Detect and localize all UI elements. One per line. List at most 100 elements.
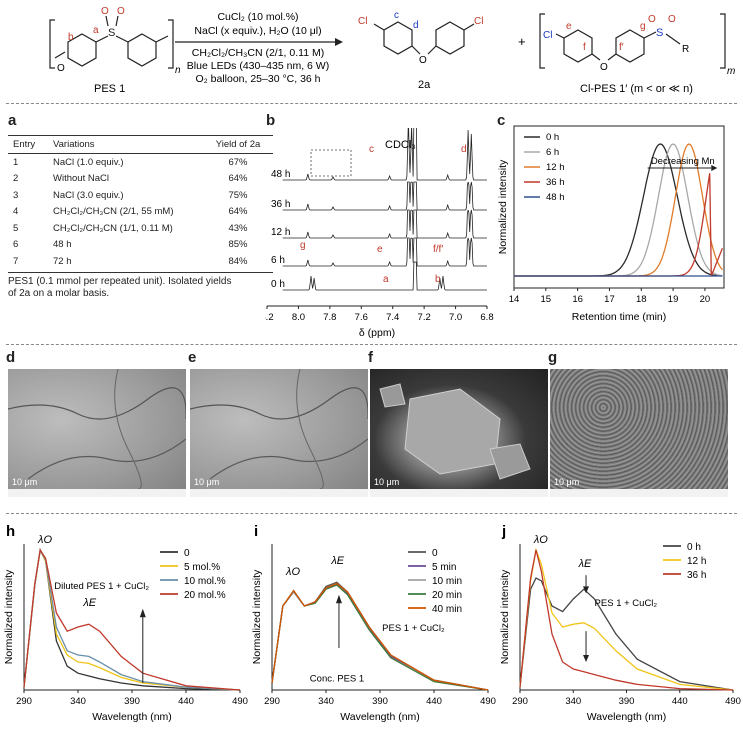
gpc-tick-label: 18 (636, 294, 647, 305)
spectrum-ylabel: Normalized intensity (3, 569, 15, 664)
spectrum-series-line (519, 577, 734, 691)
gpc-legend-label: 12 h (546, 162, 565, 173)
peak-label-e: λE (82, 597, 96, 609)
peak-label-e: λE (330, 555, 344, 567)
gpc-xlabel: Retention time (min) (572, 311, 667, 323)
cell-variation: NaCl (1.0 equiv.) (53, 156, 124, 168)
cell-entry: 4 (13, 206, 19, 218)
atom-d: d (413, 20, 419, 31)
table-row: 1 NaCl (1.0 equiv.) 67% (8, 154, 273, 171)
scheme-svg: O S O O a b n PES 1 CuCl₂ (10 mol.%) NaC… (49, 6, 735, 95)
product-structure (373, 21, 475, 55)
nmr-tick-label: 7.6 (355, 312, 368, 323)
clpes-oxygen: O (600, 62, 608, 73)
product-label: 2a (418, 79, 431, 91)
nmr-tick-label: 7.2 (418, 312, 431, 323)
sem-image: 10 μm (8, 369, 186, 497)
spectrum-legend-label: 0 (184, 548, 190, 559)
header-entry: Entry (13, 139, 36, 150)
nmr-tick-label: 7.0 (449, 312, 462, 323)
nmr-peak-label: d (461, 144, 467, 155)
footnote-line-2: of 2a on a molar basis. (8, 287, 110, 299)
table-header: Entry Variations Yield of 2a (8, 135, 273, 154)
spectrum-h: h 0 5 mol.% 10 mol.% 20 mol.% 290 340 390 440 490… (3, 523, 248, 723)
spectrum-tick-label: 490 (232, 696, 248, 707)
spectrum-j: j 0 h 12 h 36 h 290 340 390 440 490 Wavelength (n… (499, 523, 741, 723)
pes-oxygen: O (57, 63, 65, 74)
sem-image: 10 μm (370, 369, 548, 497)
pes-sulfone-o2: O (117, 6, 125, 17)
gpc-series-line (514, 173, 724, 277)
cell-entry: 6 (13, 239, 19, 251)
spectrum-tick-label: 490 (480, 696, 496, 707)
spectrum-panel-label: j (501, 523, 506, 540)
sem-info-bar (550, 489, 728, 497)
nmr-tick-label: 6.8 (480, 312, 493, 323)
spectrum-tick-label: 390 (372, 696, 388, 707)
spectrum-legend-label: 36 h (687, 570, 706, 581)
atom-f: f (583, 42, 586, 53)
atom-b: b (68, 32, 74, 43)
pes-sulfur: S (108, 27, 115, 39)
nmr-tick-label: 7.4 (386, 312, 399, 323)
spectrum-tick-label: 340 (70, 696, 86, 707)
spectrum-tick-label: 440 (426, 696, 442, 707)
spectrum-series-line (519, 549, 734, 691)
atom-e: e (566, 21, 572, 32)
nmr-tick-label: 8.2 (265, 312, 274, 323)
spectrum-tick-label: 340 (565, 696, 581, 707)
nmr-trace (282, 181, 487, 211)
table-row: 4 CH₂Cl₂/CH₃CN (2/1, 55 mM) 64% (8, 204, 273, 221)
clpes-label: Cl-PES 1′ (m < or ≪ n) (580, 83, 693, 95)
spectrum-panel-label: h (6, 523, 15, 540)
nmr-trace (282, 261, 487, 291)
nmr-trace-label: 0 h (271, 279, 285, 290)
table-footnote: PES1 (0.1 mmol per repeated unit). Isola… (8, 276, 273, 300)
gpc-tick-label: 14 (509, 294, 520, 305)
sem-panel-label: e (188, 349, 197, 366)
panel-a-label: a (8, 112, 17, 129)
header-yield: Yield of 2a (215, 139, 261, 150)
sem-panel-label: f (368, 349, 373, 366)
spectrum-xlabel: Wavelength (nm) (587, 711, 667, 723)
spectrum-tick-label: 440 (672, 696, 688, 707)
table-row: 2 Without NaCl 64% (8, 171, 273, 188)
condition-4: Blue LEDs (430–435 nm, 6 W) (187, 60, 329, 72)
gpc-ylabel: Normalized intensity (497, 159, 509, 254)
spectrum-i: i 0 5 min 10 min 20 min 40 min 290 340 390 440 490… (251, 523, 496, 723)
sem-image: 10 μm (190, 369, 368, 497)
divider-2 (6, 344, 737, 345)
spectrum-tick-label: 390 (619, 696, 635, 707)
cell-entry: 7 (13, 255, 19, 267)
spectrum-legend-label: 12 h (687, 556, 706, 567)
sem-scale-label: 10 μm (12, 477, 38, 487)
header-variations: Variations (53, 139, 95, 150)
divider-3 (6, 513, 737, 514)
pes-structure (49, 15, 174, 69)
nmr-solvent-label: CDCl₃ (385, 139, 416, 151)
gpc-tick-label: 20 (700, 294, 711, 305)
gpc-tick-label: 17 (604, 294, 615, 305)
footnote-line-1: PES1 (0.1 mmol per repeated unit). Isola… (8, 275, 232, 287)
nmr-trace (282, 128, 487, 181)
cell-variation: CH₂Cl₂/CH₃CN (2/1, 55 mM) (53, 206, 174, 218)
gpc-tick-label: 19 (668, 294, 679, 305)
clpes-cl: Cl (543, 30, 552, 41)
gpc-frame (513, 125, 725, 289)
pes-sulfone-o1: O (101, 6, 109, 17)
cell-entry: 2 (13, 173, 19, 185)
subscript-n: n (175, 65, 181, 76)
spectrum-legend-label: 10 min (432, 576, 462, 587)
table-row: 7 72 h 84% (8, 253, 273, 270)
atom-c: c (394, 10, 399, 21)
nmr-trace-label: 36 h (271, 199, 290, 210)
cell-variation: NaCl (3.0 equiv.) (53, 189, 124, 201)
sem-panel-label: g (548, 349, 558, 366)
nmr-peak-label: a (383, 274, 389, 285)
gpc-legend-label: 36 h (546, 177, 565, 188)
spectrum-ylabel: Normalized intensity (499, 569, 511, 664)
nmr-trace (282, 209, 487, 239)
peak-label-o: λO (285, 566, 300, 578)
nmr-xlabel: δ (ppm) (359, 327, 395, 339)
table-rule (8, 271, 273, 273)
